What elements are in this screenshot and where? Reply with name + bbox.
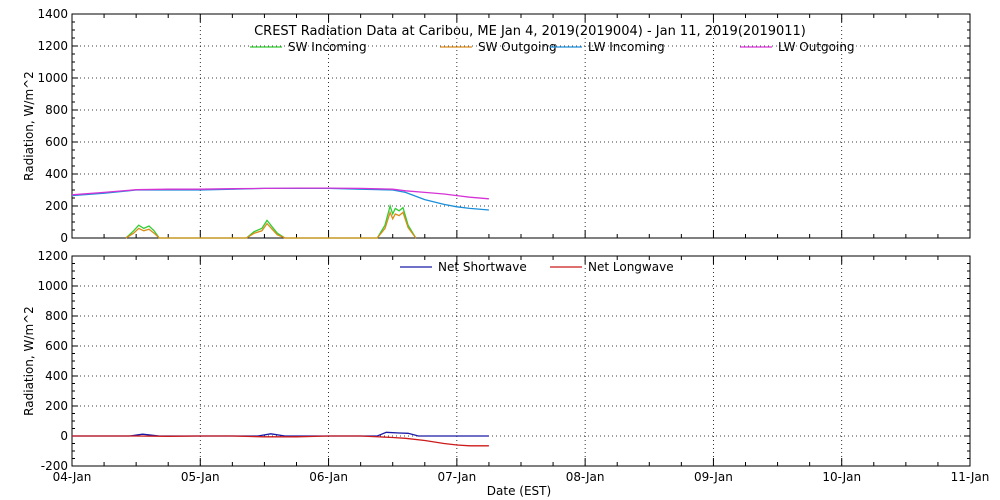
plot-frame: [71, 255, 971, 467]
y-tick-label: 1200: [37, 249, 68, 263]
y-tick-label: 800: [45, 103, 68, 117]
x-tick-label: 06-Jan: [309, 470, 348, 484]
y-tick-label: 1000: [37, 71, 68, 85]
y-tick-label: 0: [60, 429, 68, 443]
x-tick-label: 10-Jan: [822, 470, 861, 484]
series-line-lw-incoming: [71, 187, 489, 211]
legend-label: LW Incoming: [588, 40, 665, 54]
legend-label: Net Longwave: [588, 260, 674, 274]
y-tick-label: 400: [45, 167, 68, 181]
series-line-sw-incoming: [125, 203, 417, 239]
y-tick-label: 1000: [37, 279, 68, 293]
y-axis-label: Radiation, W/m^2: [22, 71, 36, 181]
legend-label: Net Shortwave: [438, 260, 527, 274]
y-tick-label: 600: [45, 339, 68, 353]
x-tick-label: 07-Jan: [437, 470, 476, 484]
y-tick-label: 0: [60, 231, 68, 245]
legend-label: SW Incoming: [288, 40, 367, 54]
series-line-net-longwave: [72, 435, 489, 447]
y-tick-label: 1200: [37, 39, 68, 53]
y-tick-label: 800: [45, 309, 68, 323]
series-line-lw-outgoing: [71, 187, 489, 200]
y-tick-label: 400: [45, 369, 68, 383]
legend-label: SW Outgoing: [478, 40, 557, 54]
x-tick-label: 04-Jan: [53, 470, 92, 484]
legend-label: LW Outgoing: [778, 40, 855, 54]
x-tick-label: 11-Jan: [951, 470, 990, 484]
y-tick-label: -200: [41, 459, 68, 473]
x-axis-label: Date (EST): [487, 484, 551, 498]
y-axis-label: Radiation, W/m^2: [22, 306, 36, 416]
series-line-net-shortwave: [72, 431, 489, 437]
y-tick-label: 200: [45, 199, 68, 213]
y-tick-label: 200: [45, 399, 68, 413]
y-tick-label: 600: [45, 135, 68, 149]
chart-title: CREST Radiation Data at Caribou, ME Jan …: [254, 24, 806, 39]
series-line-sw-outgoing: [125, 210, 417, 239]
x-tick-label: 08-Jan: [566, 470, 605, 484]
x-tick-label: 09-Jan: [694, 470, 733, 484]
y-tick-label: 1400: [37, 7, 68, 21]
x-tick-label: 05-Jan: [181, 470, 220, 484]
